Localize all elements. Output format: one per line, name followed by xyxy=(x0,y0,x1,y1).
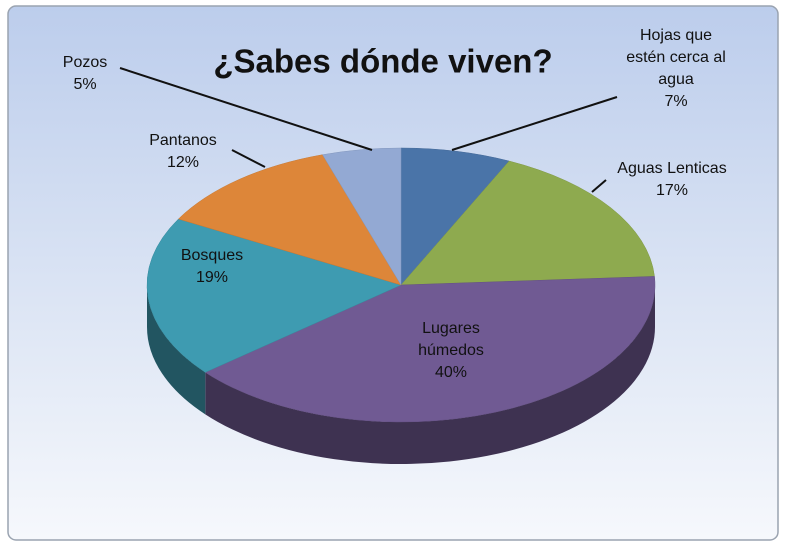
value-label: 19% xyxy=(195,269,229,286)
data-label: Bosques 19% xyxy=(180,247,244,286)
pie-slice xyxy=(204,276,656,423)
category-label: Pozos xyxy=(62,54,108,71)
data-label: Hojas que estén cerca al agua 7% xyxy=(626,27,726,110)
pie-slice xyxy=(146,218,402,373)
value-label: 40% xyxy=(434,364,468,381)
category-label: Hojas que estén cerca al agua xyxy=(626,27,726,88)
leader-line xyxy=(119,67,373,151)
category-label: Bosques xyxy=(180,247,244,264)
pie-slice xyxy=(322,147,402,286)
data-label: Lugares húmedos 40% xyxy=(418,320,484,381)
category-label: Lugares húmedos xyxy=(418,320,484,359)
value-label: 5% xyxy=(73,76,97,93)
data-label: Aguas Lenticas 17% xyxy=(617,160,727,199)
value-label: 12% xyxy=(166,154,200,171)
value-label: 17% xyxy=(655,182,689,199)
data-label: Pantanos 12% xyxy=(149,132,217,171)
pie-slice-side xyxy=(205,285,655,464)
category-label: Aguas Lenticas xyxy=(617,160,727,177)
pie-slice xyxy=(400,147,510,286)
chart-title: ¿Sabes dónde viven? xyxy=(213,43,552,80)
leader-line xyxy=(231,149,266,168)
pie-slice xyxy=(177,154,402,286)
value-label: 7% xyxy=(664,93,688,110)
pie-slice-side xyxy=(147,285,206,415)
leader-line xyxy=(591,179,607,193)
pie-slice xyxy=(400,160,655,286)
data-label: Pozos 5% xyxy=(62,54,108,93)
leader-line xyxy=(451,96,618,151)
category-label: Pantanos xyxy=(149,132,217,149)
